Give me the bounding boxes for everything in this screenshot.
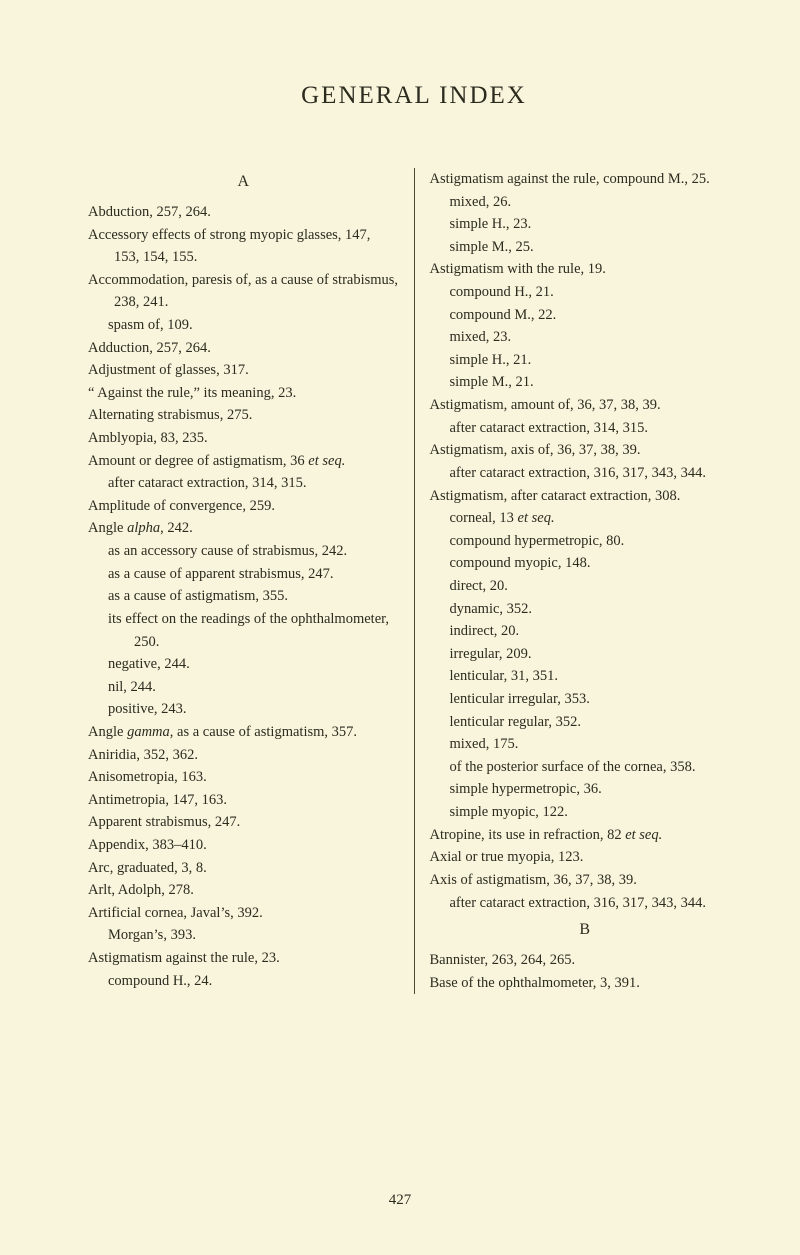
index-entry: lenticular regular, 352. bbox=[430, 711, 741, 734]
index-entry: Artificial cornea, Javal’s, 392. bbox=[88, 902, 399, 925]
index-entry: as a cause of astigmatism, 355. bbox=[88, 585, 399, 608]
index-entry: positive, 243. bbox=[88, 698, 399, 721]
index-entry: its effect on the readings of the ophtha… bbox=[88, 608, 399, 653]
index-entry: Appendix, 383–410. bbox=[88, 834, 399, 857]
index-entry: simple hypermetropic, 36. bbox=[430, 778, 741, 801]
index-entry: Accommodation, paresis of, as a cause of… bbox=[88, 269, 399, 314]
index-entry: compound H., 21. bbox=[430, 281, 741, 304]
index-entry: Angle gamma, as a cause of astigmatism, … bbox=[88, 721, 399, 744]
column-divider bbox=[414, 168, 415, 994]
index-entry: indirect, 20. bbox=[430, 620, 741, 643]
index-entry: nil, 244. bbox=[88, 676, 399, 699]
index-entry: Base of the ophthalmometer, 3, 391. bbox=[430, 972, 741, 995]
section-letter-b: B bbox=[430, 918, 741, 943]
index-entry: negative, 244. bbox=[88, 653, 399, 676]
index-entry: Atropine, its use in refraction, 82 et s… bbox=[430, 824, 741, 847]
index-entry: compound myopic, 148. bbox=[430, 552, 741, 575]
index-entry: Astigmatism, amount of, 36, 37, 38, 39. bbox=[430, 394, 741, 417]
index-entry: Antimetropia, 147, 163. bbox=[88, 789, 399, 812]
index-entry: as a cause of apparent strabismus, 247. bbox=[88, 563, 399, 586]
index-entry: Amount or degree of astigmatism, 36 et s… bbox=[88, 450, 399, 473]
index-entry: Arc, graduated, 3, 8. bbox=[88, 857, 399, 880]
index-entry: Astigmatism against the rule, 23. bbox=[88, 947, 399, 970]
index-entry: direct, 20. bbox=[430, 575, 741, 598]
index-entry: Apparent strabismus, 247. bbox=[88, 811, 399, 834]
index-entry: Alternating strabismus, 275. bbox=[88, 404, 399, 427]
index-entry: Aniridia, 352, 362. bbox=[88, 744, 399, 767]
index-entry: “ Against the rule,” its meaning, 23. bbox=[88, 382, 399, 405]
left-column: A Abduction, 257, 264.Accessory effects … bbox=[88, 168, 403, 994]
index-entry: Accessory effects of strong myopic glass… bbox=[88, 224, 399, 269]
index-entry: Morgan’s, 393. bbox=[88, 924, 399, 947]
index-entry: compound M., 22. bbox=[430, 304, 741, 327]
index-entry: Bannister, 263, 264, 265. bbox=[430, 949, 741, 972]
index-entry: spasm of, 109. bbox=[88, 314, 399, 337]
index-entry: Astigmatism, axis of, 36, 37, 38, 39. bbox=[430, 439, 741, 462]
index-entry: dynamic, 352. bbox=[430, 598, 741, 621]
index-entry: Axial or true myopia, 123. bbox=[430, 846, 741, 869]
index-entry: lenticular irregular, 353. bbox=[430, 688, 741, 711]
index-entry: Astigmatism against the rule, compound M… bbox=[430, 168, 741, 191]
index-entry: after cataract extraction, 314, 315. bbox=[88, 472, 399, 495]
index-entry: compound H., 24. bbox=[88, 970, 399, 993]
right-column: Astigmatism against the rule, compound M… bbox=[426, 168, 741, 994]
index-entry: mixed, 23. bbox=[430, 326, 741, 349]
index-entry: Arlt, Adolph, 278. bbox=[88, 879, 399, 902]
section-letter-a: A bbox=[88, 170, 399, 195]
index-entry: Angle alpha, 242. bbox=[88, 517, 399, 540]
index-entry: mixed, 26. bbox=[430, 191, 741, 214]
index-entry: simple H., 21. bbox=[430, 349, 741, 372]
index-entry: simple M., 25. bbox=[430, 236, 741, 259]
index-entry: compound hypermetropic, 80. bbox=[430, 530, 741, 553]
index-entry: Adduction, 257, 264. bbox=[88, 337, 399, 360]
index-entry: Anisometropia, 163. bbox=[88, 766, 399, 789]
page-title: GENERAL INDEX bbox=[88, 82, 740, 110]
index-entry: after cataract extraction, 316, 317, 343… bbox=[430, 892, 741, 915]
index-entry: lenticular, 31, 351. bbox=[430, 665, 741, 688]
index-entry: Amblyopia, 83, 235. bbox=[88, 427, 399, 450]
index-entry: Adjustment of glasses, 317. bbox=[88, 359, 399, 382]
index-entry: simple H., 23. bbox=[430, 213, 741, 236]
left-column-entries: Abduction, 257, 264.Accessory effects of… bbox=[88, 201, 399, 992]
index-entry: Abduction, 257, 264. bbox=[88, 201, 399, 224]
index-entry: Amplitude of convergence, 259. bbox=[88, 495, 399, 518]
index-entry: corneal, 13 et seq. bbox=[430, 507, 741, 530]
index-entry: as an accessory cause of strabismus, 242… bbox=[88, 540, 399, 563]
index-entry: Astigmatism, after cataract extraction, … bbox=[430, 485, 741, 508]
index-entry: of the posterior surface of the cornea, … bbox=[430, 756, 741, 779]
index-entry: after cataract extraction, 316, 317, 343… bbox=[430, 462, 741, 485]
index-entry: Axis of astigmatism, 36, 37, 38, 39. bbox=[430, 869, 741, 892]
index-entry: irregular, 209. bbox=[430, 643, 741, 666]
index-entry: simple M., 21. bbox=[430, 371, 741, 394]
right-column-entries: Astigmatism against the rule, compound M… bbox=[430, 168, 741, 914]
index-entry: mixed, 175. bbox=[430, 733, 741, 756]
page-number: 427 bbox=[0, 1192, 800, 1209]
index-columns: A Abduction, 257, 264.Accessory effects … bbox=[88, 168, 740, 994]
right-column-b-entries: Bannister, 263, 264, 265.Base of the oph… bbox=[430, 949, 741, 994]
index-entry: simple myopic, 122. bbox=[430, 801, 741, 824]
index-entry: Astigmatism with the rule, 19. bbox=[430, 258, 741, 281]
index-entry: after cataract extraction, 314, 315. bbox=[430, 417, 741, 440]
